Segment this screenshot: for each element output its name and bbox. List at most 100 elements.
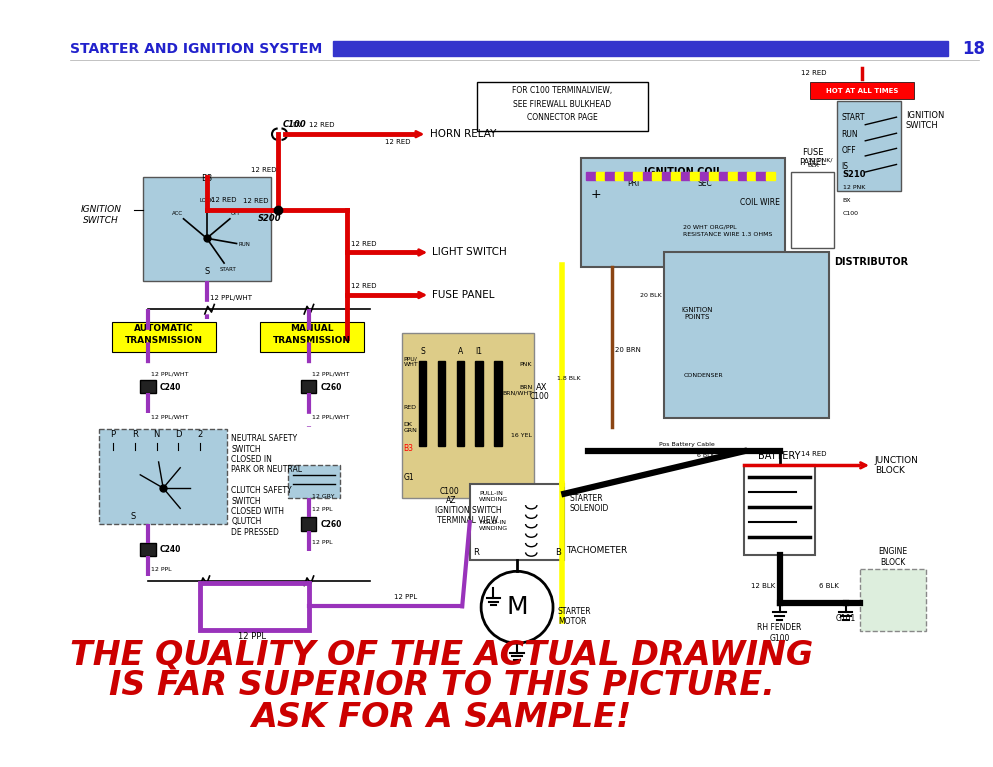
Text: G1: G1 [403, 472, 414, 482]
Bar [634, 172, 642, 179]
Text: 18: 18 [962, 40, 985, 58]
Text: M: M [506, 595, 528, 619]
Bar [112, 321, 216, 352]
Text: R: R [474, 548, 480, 558]
Text: B3: B3 [403, 444, 413, 453]
Bar [582, 158, 784, 267]
Text: 12 PPL: 12 PPL [312, 540, 333, 545]
Bar [140, 380, 156, 393]
Text: S: S [130, 512, 135, 522]
Text: 12 PNK: 12 PNK [842, 185, 865, 190]
Bar [476, 361, 483, 446]
Text: PRI: PRI [628, 179, 639, 188]
Bar [301, 380, 317, 393]
Text: OFF: OFF [230, 212, 241, 216]
Bar [140, 543, 156, 556]
Text: C240: C240 [160, 545, 181, 555]
Text: MANUAL: MANUAL [290, 324, 334, 333]
Bar [586, 172, 596, 179]
Text: NEUTRAL SAFETY
SWITCH
CLOSED IN
PARK OR NEUTRAL: NEUTRAL SAFETY SWITCH CLOSED IN PARK OR … [231, 434, 302, 474]
Text: C240: C240 [160, 383, 181, 392]
Bar [837, 101, 902, 191]
Bar [201, 583, 309, 630]
Bar [470, 484, 564, 560]
Text: C100: C100 [440, 487, 459, 495]
Text: 12 PNK/
BLK: 12 PNK/ BLK [807, 157, 832, 168]
Text: ACC: ACC [172, 212, 184, 216]
Text: D: D [175, 430, 182, 439]
Bar [438, 361, 445, 446]
Bar [260, 321, 363, 352]
Text: TRANSMISSION: TRANSMISSION [125, 336, 204, 345]
Bar [478, 82, 647, 131]
Text: 12 RED: 12 RED [242, 198, 268, 204]
Text: PPU/
WHT: PPU/ WHT [403, 356, 418, 367]
Bar [605, 172, 615, 179]
Bar [690, 172, 700, 179]
Bar [671, 172, 681, 179]
Text: LOCK: LOCK [200, 198, 213, 203]
Text: START: START [842, 113, 865, 122]
Text: 16 YEL: 16 YEL [511, 433, 532, 438]
Text: B: B [555, 548, 561, 558]
Text: COIL WIRE: COIL WIRE [740, 198, 780, 207]
Text: 12 RED: 12 RED [309, 122, 335, 127]
Text: IGNITION SWITCH
TERMINAL VIEW: IGNITION SWITCH TERMINAL VIEW [435, 506, 501, 525]
Text: IGNITION
POINTS: IGNITION POINTS [681, 308, 713, 321]
Text: FOR C100 TERMINALVIEW,: FOR C100 TERMINALVIEW, [512, 87, 613, 96]
Text: B3: B3 [202, 174, 213, 183]
Text: 12 BLK: 12 BLK [752, 584, 776, 589]
Text: R: R [132, 430, 138, 439]
Text: TACHOMETER: TACHOMETER [566, 546, 628, 555]
Circle shape [795, 301, 804, 310]
Text: C260: C260 [321, 520, 342, 528]
Text: B3: B3 [864, 87, 875, 97]
Circle shape [718, 333, 727, 342]
Text: DISTRIBUTOR: DISTRIBUTOR [834, 257, 909, 267]
Text: HORN RELAY: HORN RELAY [430, 129, 496, 139]
Text: BRN
BRN/WHT: BRN BRN/WHT [502, 384, 532, 395]
Text: 6 BLK: 6 BLK [819, 584, 839, 589]
Text: CONDENSER: CONDENSER [683, 373, 723, 378]
Bar [457, 361, 464, 446]
Bar [747, 172, 757, 179]
Text: S: S [420, 347, 425, 356]
Text: THE QUALITY OF THE ACTUAL DRAWING: THE QUALITY OF THE ACTUAL DRAWING [70, 638, 813, 671]
Text: 12 PPL/WHT: 12 PPL/WHT [312, 414, 350, 419]
Text: 1.8 BLK: 1.8 BLK [557, 376, 581, 381]
Bar [860, 569, 926, 631]
Text: DK
GRN: DK GRN [403, 423, 417, 433]
Circle shape [763, 378, 773, 388]
Text: 12 PPL/WHT: 12 PPL/WHT [151, 371, 189, 377]
Bar [663, 300, 730, 352]
Bar [681, 172, 690, 179]
Circle shape [749, 318, 786, 357]
Bar [682, 361, 725, 390]
Text: 20 BLK: 20 BLK [640, 293, 661, 298]
Bar [615, 172, 624, 179]
Bar [596, 172, 605, 179]
Text: 12 GRY: 12 GRY [312, 495, 335, 499]
Text: OFF: OFF [842, 146, 856, 155]
Text: CLUTCH SAFETY
SWITCH
CLOSED WITH
QLUTCH
DE PRESSED: CLUTCH SAFETY SWITCH CLOSED WITH QLUTCH … [231, 486, 292, 537]
Bar [333, 41, 947, 56]
Bar [766, 172, 776, 179]
Bar [709, 172, 719, 179]
Text: RESISTANCE WIRE 1.3 OHMS: RESISTANCE WIRE 1.3 OHMS [682, 232, 772, 237]
Bar [791, 172, 834, 248]
Text: N: N [153, 430, 160, 439]
Text: AZ: AZ [446, 496, 457, 505]
Text: AUTOMATIC: AUTOMATIC [134, 324, 194, 333]
Bar [652, 172, 662, 179]
Text: +: + [591, 188, 602, 201]
Text: A: A [458, 347, 463, 356]
Circle shape [716, 285, 820, 390]
Bar [301, 518, 317, 531]
Bar [288, 466, 341, 499]
Bar [642, 172, 652, 179]
Text: 6 BLK: 6 BLK [697, 453, 715, 458]
Circle shape [482, 571, 553, 644]
Text: PNK: PNK [519, 362, 532, 367]
Text: 12 PPL: 12 PPL [394, 594, 417, 600]
Text: STARTER AND IGNITION SYSTEM: STARTER AND IGNITION SYSTEM [71, 42, 323, 56]
